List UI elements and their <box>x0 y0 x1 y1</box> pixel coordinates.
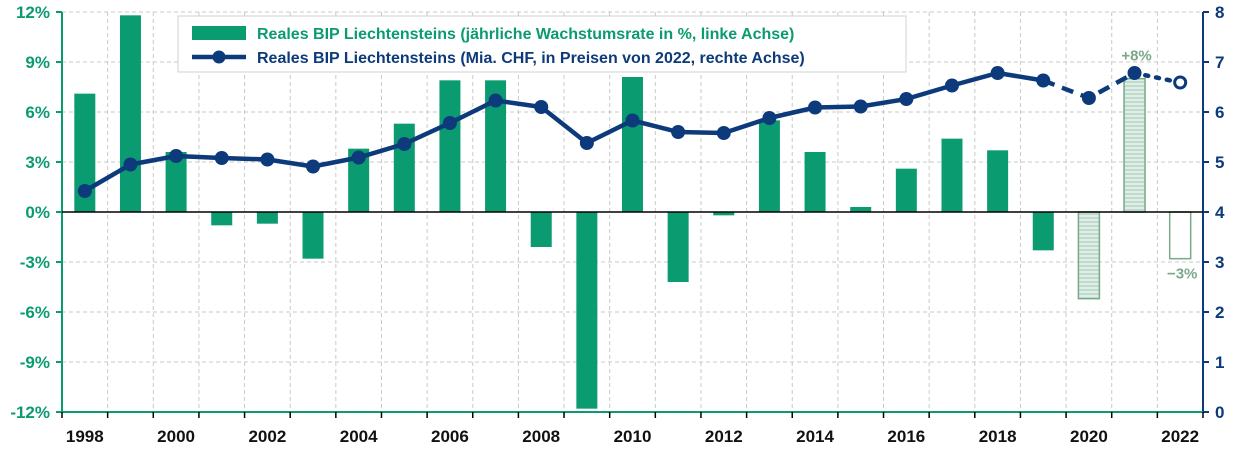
x-tick-label: 2012 <box>705 427 743 446</box>
x-tick-label: 2014 <box>796 427 834 446</box>
x-tick-label: 2018 <box>979 427 1017 446</box>
left-tick-label: 3% <box>25 153 50 172</box>
legend-bar-label: Reales BIP Liechtensteins (jährliche Wac… <box>257 26 794 43</box>
bar-2014 <box>804 152 826 212</box>
bar-2004 <box>348 148 370 212</box>
annotation-2022: −3% <box>1167 266 1197 283</box>
x-tick-label: 2000 <box>157 427 195 446</box>
bar-2000 <box>165 152 187 212</box>
point-2001 <box>214 151 229 165</box>
bar-2019 <box>1032 212 1054 251</box>
bar-2008 <box>530 212 552 247</box>
right-tick-label: 5 <box>1215 153 1224 172</box>
x-tick-label: 2020 <box>1070 427 1108 446</box>
point-2003 <box>306 159 321 174</box>
point-1998 <box>77 184 92 198</box>
legend: Reales BIP Liechtensteins (jährliche Wac… <box>177 15 907 73</box>
legend-bar-swatch <box>192 26 246 40</box>
left-tick-label: 6% <box>25 103 50 122</box>
right-tick-label: 6 <box>1215 103 1224 122</box>
point-2022 <box>1173 75 1188 90</box>
annotations: +8% −3% <box>1121 48 1197 283</box>
x-tick-label: 2006 <box>431 427 469 446</box>
right-tick-label: 8 <box>1215 3 1224 22</box>
bar-1998 <box>74 93 96 212</box>
point-2011 <box>671 125 686 139</box>
right-tick-label: 4 <box>1215 203 1225 222</box>
bar-2005 <box>393 123 415 212</box>
left-tick-label: -12% <box>10 403 50 422</box>
bar-2002 <box>256 212 278 224</box>
point-2005 <box>397 137 412 151</box>
point-2014 <box>808 100 823 115</box>
x-tick-label: 2004 <box>340 427 378 446</box>
x-tick-label: 2008 <box>522 427 560 446</box>
point-2019 <box>1036 73 1051 88</box>
point-2002 <box>260 152 275 167</box>
left-tick-label: -9% <box>20 353 50 372</box>
point-2004 <box>351 150 366 165</box>
annotation-2021: +8% <box>1121 48 1151 65</box>
point-2006 <box>442 116 457 130</box>
right-tick-label: 0 <box>1215 403 1224 422</box>
point-2000 <box>169 149 184 163</box>
point-1999 <box>123 157 138 172</box>
bar-2015 <box>850 207 872 212</box>
bar-2017 <box>941 138 963 212</box>
legend-line-marker <box>212 50 226 64</box>
bar-2016 <box>895 168 917 212</box>
bar-2021 <box>1123 77 1146 213</box>
point-2013 <box>762 111 777 125</box>
point-2012 <box>716 126 731 140</box>
bar-2018 <box>987 150 1009 212</box>
point-2015 <box>853 99 868 114</box>
line-solid <box>83 70 1044 193</box>
bar-2012 <box>713 212 735 216</box>
point-2016 <box>899 92 914 106</box>
line-dotted <box>1132 70 1183 85</box>
bar-2010 <box>622 77 643 212</box>
left-tick-label: 0% <box>25 203 50 222</box>
bar-2022 <box>1168 211 1192 260</box>
x-tick-label: 2016 <box>887 427 925 446</box>
bar-2011 <box>667 212 689 282</box>
legend-box <box>177 15 907 73</box>
left-tick-label: 9% <box>25 53 50 72</box>
bar-2009 <box>576 212 598 409</box>
x-tick-label: 2002 <box>248 427 286 446</box>
bar-2013 <box>758 120 780 212</box>
left-tick-label: -3% <box>20 253 50 272</box>
point-2008 <box>534 100 549 114</box>
left-tick-label: 12% <box>16 3 50 22</box>
x-tick-label: 1998 <box>66 427 104 446</box>
right-tick-label: 2 <box>1215 303 1224 322</box>
right-tick-label: 7 <box>1215 53 1224 72</box>
bar-2001 <box>211 212 233 226</box>
point-2017 <box>944 78 959 93</box>
gdp-line <box>77 66 1188 198</box>
tick-labels: 12% 9% 6% 3% 0% -3% -6% -9% -12% 8 7 6 5 4 3 2 1 0 1998 200… <box>10 3 1225 446</box>
point-2020 <box>1081 91 1096 105</box>
legend-line-label: Reales BIP Liechtensteins (Mia. CHF, in … <box>257 50 805 67</box>
axes <box>56 11 1209 418</box>
point-2009 <box>579 136 594 150</box>
right-tick-label: 3 <box>1215 253 1224 272</box>
x-tick-label: 2010 <box>614 427 652 446</box>
right-tick-label: 1 <box>1215 353 1224 372</box>
bar-2020 <box>1077 211 1101 300</box>
point-2010 <box>625 113 640 128</box>
left-tick-label: -6% <box>20 303 50 322</box>
bar-1999 <box>119 15 141 213</box>
bar-2006 <box>439 80 461 212</box>
point-2018 <box>990 66 1005 80</box>
x-tick-label: 2022 <box>1161 427 1199 446</box>
bar-2003 <box>302 212 324 259</box>
bar-2007 <box>485 80 507 212</box>
point-2021 <box>1127 66 1142 80</box>
point-2007 <box>488 93 503 108</box>
